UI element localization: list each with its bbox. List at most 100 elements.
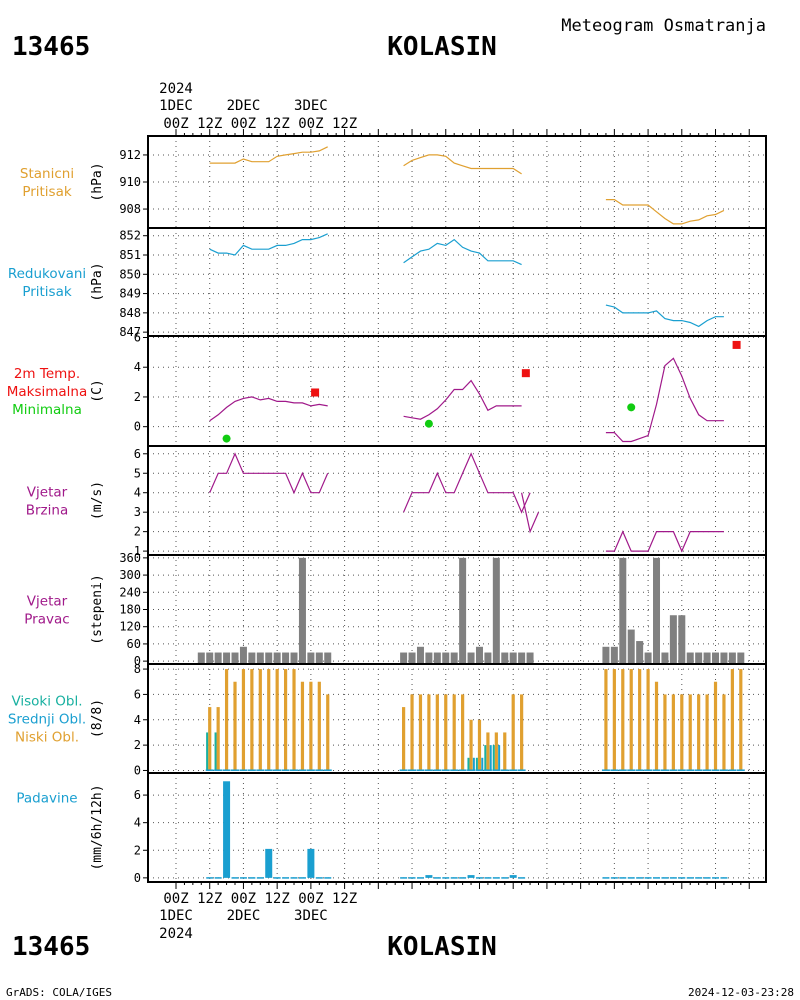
y-tick-label: 912	[119, 148, 141, 162]
low-cloud-bar	[418, 694, 423, 771]
cloud-baseline-mark	[492, 769, 501, 771]
high-cloud-bar	[484, 745, 487, 771]
y-tick-label: 5	[134, 466, 141, 480]
direction-bar	[602, 646, 610, 664]
cloud-baseline-mark	[483, 769, 492, 771]
y-tick-label: 120	[119, 620, 141, 634]
low-cloud-bar	[208, 707, 212, 771]
direction-bar	[239, 646, 247, 664]
low-cloud-bar	[680, 694, 684, 771]
bottom-axis-day-label: 1DEC	[159, 908, 193, 924]
low-cloud-bar	[494, 732, 498, 771]
low-cloud-bar	[427, 694, 431, 771]
low-cloud-bar	[250, 669, 254, 771]
precip-bar	[627, 877, 635, 879]
precip-bar	[214, 877, 222, 879]
cloud-baseline-mark	[408, 769, 417, 771]
panel-clouds: 0 2 4 6 8 Visoki Obl. Srednji Obl. Niski Obl. (8…	[8, 662, 767, 777]
direction-bar	[712, 652, 720, 664]
low-cloud-bar	[326, 694, 330, 771]
y-axis-label: (hPa)	[90, 162, 105, 201]
footer-credit: GrADS: COLA/IGES	[6, 986, 112, 999]
cloud-baseline-mark	[509, 769, 518, 771]
cloud-baseline-mark	[703, 769, 712, 771]
cloud-baseline-mark	[323, 769, 332, 771]
precip-bar	[433, 877, 441, 879]
precip-bar	[467, 875, 475, 878]
cloud-baseline-mark	[677, 769, 686, 771]
low-cloud-bar	[520, 694, 524, 771]
panel-label-line: Vjetar	[27, 485, 68, 501]
cloud-baseline-mark	[306, 769, 315, 771]
direction-bar	[307, 652, 315, 664]
cloud-baseline-mark	[694, 769, 703, 771]
bottom-axis-hour-label: 12Z	[197, 891, 222, 907]
direction-bar	[636, 641, 644, 664]
low-cloud-bar	[224, 669, 229, 771]
panel-label-line: Minimalna	[12, 402, 82, 418]
y-tick-label: 849	[119, 287, 141, 301]
cloud-baseline-mark	[205, 769, 214, 771]
direction-bar	[619, 557, 627, 664]
top-axis-year-label: 2024	[159, 81, 193, 97]
panel-label-line: Pritisak	[22, 284, 72, 300]
panel-temperature: 0 2 4 6 2m Temp. Maksimalna Minimalna (C)	[7, 330, 767, 447]
y-tick-label: 847	[119, 325, 141, 339]
precip-bar	[602, 877, 610, 879]
tmax-marker	[311, 388, 320, 397]
precip-bar	[256, 877, 264, 879]
y-axis-label: (C)	[90, 379, 105, 402]
cloud-baseline-mark	[264, 769, 273, 771]
panel-label-line: Pravac	[24, 612, 69, 628]
direction-bar	[686, 652, 694, 664]
y-tick-label: 2	[134, 390, 141, 404]
precip-bar	[518, 877, 526, 879]
direction-bar	[644, 652, 652, 664]
cloud-baseline-mark	[736, 769, 745, 771]
low-cloud-bar	[671, 694, 675, 771]
panel-wind-direction: 0 60 120 180 240 300 360 Vjetar Pravac (stepeni)	[24, 551, 767, 668]
chart-subtitle: Meteogram Osmatranja	[561, 16, 766, 36]
y-axis-label: (hPa)	[90, 262, 105, 301]
cloud-baseline-mark	[222, 769, 231, 771]
direction-bar	[661, 652, 669, 664]
low-cloud-bar	[511, 694, 515, 771]
precip-bar	[206, 877, 214, 879]
precip-bar	[231, 877, 239, 879]
direction-bar	[265, 652, 273, 664]
y-tick-label: 6	[134, 788, 141, 802]
high-cloud-bar	[492, 745, 495, 771]
y-tick-label: 2	[134, 738, 141, 752]
bottom-axis-day-label: 3DEC	[294, 908, 328, 924]
top-axis-hour-label: 00Z	[231, 116, 256, 132]
cloud-baseline-mark	[433, 769, 442, 771]
mid-cloud-bar	[481, 757, 484, 771]
y-tick-label: 910	[119, 175, 141, 189]
cloud-baseline-mark	[728, 769, 737, 771]
y-tick-label: 0	[134, 420, 141, 434]
panel-label-line: Brzina	[26, 503, 68, 519]
precip-bar	[492, 877, 500, 879]
direction-bar	[475, 646, 483, 664]
bottom-axis-day-label: 2DEC	[227, 908, 261, 924]
y-tick-label: 4	[134, 486, 141, 500]
cloud-baseline-mark	[458, 769, 467, 771]
cloud-baseline-mark	[416, 769, 425, 771]
precip-bar	[315, 877, 323, 879]
panel-label-line: Stanicni	[20, 166, 74, 182]
precip-bar	[298, 877, 306, 879]
station-name-top: KOLASIN	[387, 32, 497, 62]
precip-bar	[712, 877, 720, 879]
direction-bar	[610, 646, 618, 664]
tmin-marker	[222, 434, 231, 443]
panel-label-line: Pritisak	[22, 184, 72, 200]
top-axis-day-label: 1DEC	[159, 98, 193, 114]
direction-bar	[416, 646, 424, 664]
panel-data	[209, 452, 724, 553]
precip-bar	[290, 877, 298, 879]
precip-bar	[282, 877, 290, 879]
low-cloud-bar	[722, 694, 726, 771]
series-line-temperature	[209, 357, 724, 443]
